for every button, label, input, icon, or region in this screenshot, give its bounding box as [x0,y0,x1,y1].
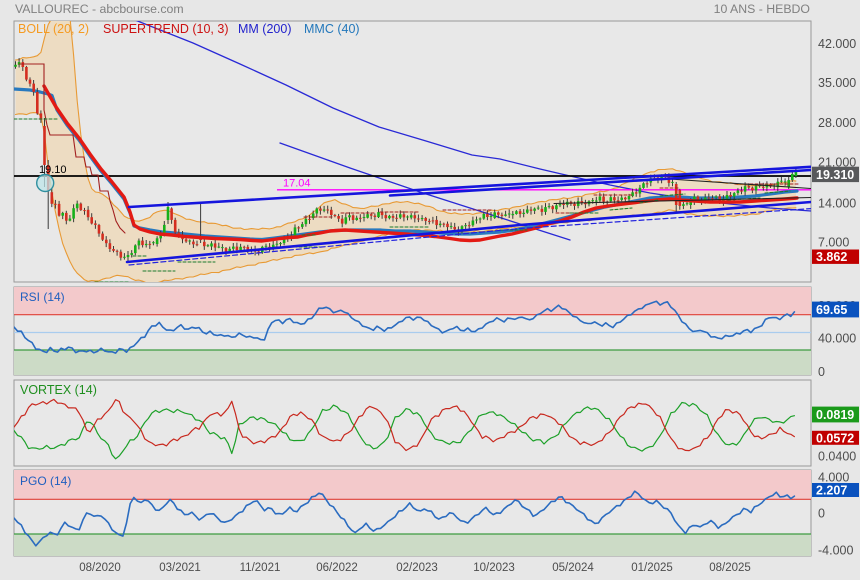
svg-text:0: 0 [818,507,825,521]
svg-text:3.862: 3.862 [816,250,847,264]
svg-text:VALLOUREC - abcbourse.com: VALLOUREC - abcbourse.com [15,2,184,16]
svg-text:42.000: 42.000 [818,37,856,51]
svg-text:VORTEX (14): VORTEX (14) [20,383,97,397]
svg-text:0: 0 [818,365,825,379]
svg-text:02/2023: 02/2023 [396,562,438,574]
svg-text:08/2025: 08/2025 [709,562,751,574]
svg-text:-4.000: -4.000 [818,544,853,558]
svg-text:10 ANS - HEBDO: 10 ANS - HEBDO [714,2,810,16]
svg-text:06/2022: 06/2022 [316,562,358,574]
svg-text:4.000: 4.000 [818,471,849,485]
svg-text:10/2023: 10/2023 [473,562,515,574]
svg-text:21.000: 21.000 [818,155,856,169]
svg-text:7.000: 7.000 [818,235,849,249]
svg-text:05/2024: 05/2024 [552,562,594,574]
svg-text:0.0572: 0.0572 [816,431,854,445]
svg-text:BOLL (20, 2): BOLL (20, 2) [18,22,89,36]
svg-text:28.000: 28.000 [818,116,856,130]
svg-text:40.000: 40.000 [818,332,856,346]
svg-text:35.000: 35.000 [818,76,856,90]
svg-text:17.04: 17.04 [283,178,311,190]
svg-text:14.000: 14.000 [818,196,856,210]
svg-text:19.10: 19.10 [39,164,67,176]
svg-text:03/2021: 03/2021 [159,562,201,574]
svg-text:2.207: 2.207 [816,484,847,498]
svg-text:11/2021: 11/2021 [240,562,281,574]
svg-text:0.0400: 0.0400 [818,450,856,464]
svg-text:RSI (14): RSI (14) [20,290,65,304]
svg-text:19.310: 19.310 [816,168,854,182]
svg-text:69.65: 69.65 [816,303,847,317]
svg-text:08/2020: 08/2020 [79,562,121,574]
svg-text:MMC (40): MMC (40) [304,22,360,36]
svg-text:SUPERTREND (10, 3): SUPERTREND (10, 3) [103,22,229,36]
svg-text:PGO (14): PGO (14) [20,474,71,488]
svg-text:0.0819: 0.0819 [816,408,854,422]
svg-text:01/2025: 01/2025 [631,562,673,574]
svg-text:MM (200): MM (200) [238,22,291,36]
